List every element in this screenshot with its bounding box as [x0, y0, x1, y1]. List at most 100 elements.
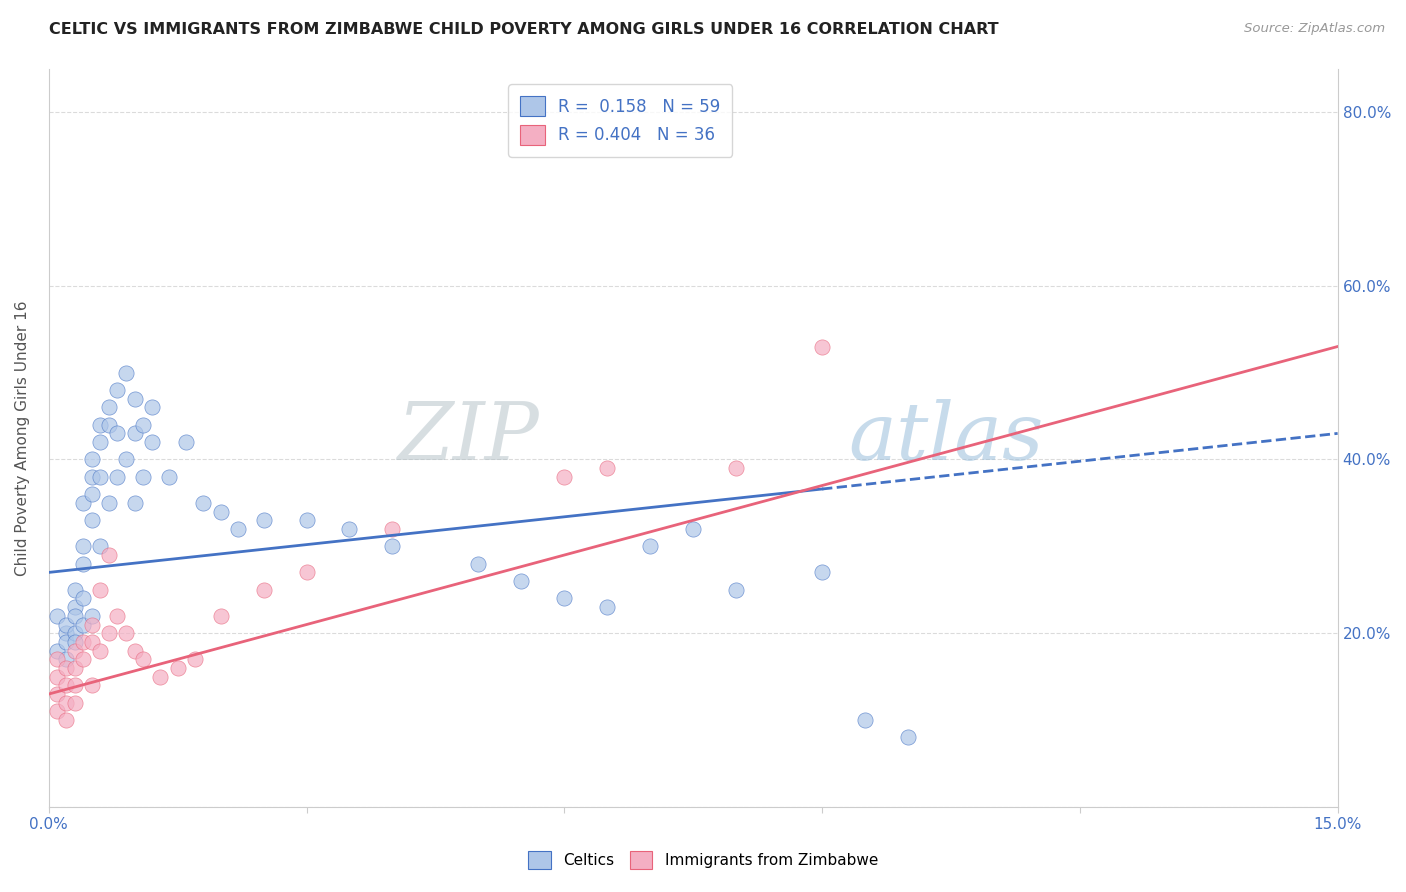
- Point: [811, 339, 834, 353]
- Point: [553, 591, 575, 606]
- Point: [80, 608, 103, 623]
- Point: [596, 461, 619, 475]
- Point: [510, 574, 533, 588]
- Point: [209, 608, 232, 623]
- Point: [63, 608, 86, 623]
- Point: [132, 417, 155, 432]
- Point: [89, 435, 111, 450]
- Point: [97, 626, 120, 640]
- Point: [63, 678, 86, 692]
- Point: [295, 513, 318, 527]
- Point: [97, 401, 120, 415]
- Point: [55, 617, 77, 632]
- Legend: R =  0.158   N = 59, R = 0.404   N = 36: R = 0.158 N = 59, R = 0.404 N = 36: [508, 84, 733, 157]
- Point: [89, 582, 111, 597]
- Point: [157, 470, 180, 484]
- Text: atlas: atlas: [848, 399, 1043, 476]
- Point: [63, 582, 86, 597]
- Point: [811, 566, 834, 580]
- Point: [97, 417, 120, 432]
- Point: [193, 496, 215, 510]
- Point: [226, 522, 249, 536]
- Point: [72, 496, 94, 510]
- Point: [63, 661, 86, 675]
- Point: [553, 470, 575, 484]
- Point: [124, 392, 146, 406]
- Point: [46, 670, 69, 684]
- Point: [80, 452, 103, 467]
- Point: [97, 548, 120, 562]
- Point: [46, 652, 69, 666]
- Point: [55, 635, 77, 649]
- Point: [89, 643, 111, 657]
- Point: [72, 557, 94, 571]
- Point: [381, 539, 404, 553]
- Point: [72, 652, 94, 666]
- Point: [80, 470, 103, 484]
- Text: Source: ZipAtlas.com: Source: ZipAtlas.com: [1244, 22, 1385, 36]
- Point: [596, 600, 619, 615]
- Point: [252, 513, 274, 527]
- Point: [467, 557, 489, 571]
- Point: [63, 696, 86, 710]
- Point: [46, 643, 69, 657]
- Point: [174, 435, 197, 450]
- Point: [132, 652, 155, 666]
- Point: [107, 470, 129, 484]
- Point: [381, 522, 404, 536]
- Text: ZIP: ZIP: [396, 399, 538, 476]
- Point: [97, 496, 120, 510]
- Point: [55, 696, 77, 710]
- Point: [725, 582, 748, 597]
- Point: [124, 496, 146, 510]
- Point: [63, 635, 86, 649]
- Point: [55, 661, 77, 675]
- Point: [72, 591, 94, 606]
- Point: [63, 600, 86, 615]
- Point: [107, 383, 129, 397]
- Point: [72, 617, 94, 632]
- Point: [55, 713, 77, 727]
- Point: [89, 539, 111, 553]
- Point: [63, 643, 86, 657]
- Point: [209, 505, 232, 519]
- Point: [55, 652, 77, 666]
- Point: [141, 401, 163, 415]
- Point: [897, 731, 920, 745]
- Point: [149, 670, 172, 684]
- Point: [295, 566, 318, 580]
- Point: [107, 608, 129, 623]
- Point: [46, 705, 69, 719]
- Point: [46, 608, 69, 623]
- Point: [80, 487, 103, 501]
- Point: [132, 470, 155, 484]
- Point: [853, 713, 876, 727]
- Point: [115, 452, 138, 467]
- Point: [124, 643, 146, 657]
- Point: [166, 661, 188, 675]
- Point: [55, 626, 77, 640]
- Point: [72, 539, 94, 553]
- Point: [72, 635, 94, 649]
- Point: [252, 582, 274, 597]
- Point: [682, 522, 704, 536]
- Point: [80, 678, 103, 692]
- Y-axis label: Child Poverty Among Girls Under 16: Child Poverty Among Girls Under 16: [15, 300, 30, 575]
- Point: [63, 626, 86, 640]
- Point: [115, 366, 138, 380]
- Point: [55, 678, 77, 692]
- Point: [80, 617, 103, 632]
- Point: [141, 435, 163, 450]
- Point: [89, 470, 111, 484]
- Point: [46, 687, 69, 701]
- Point: [80, 513, 103, 527]
- Point: [638, 539, 661, 553]
- Legend: Celtics, Immigrants from Zimbabwe: Celtics, Immigrants from Zimbabwe: [522, 845, 884, 875]
- Text: CELTIC VS IMMIGRANTS FROM ZIMBABWE CHILD POVERTY AMONG GIRLS UNDER 16 CORRELATIO: CELTIC VS IMMIGRANTS FROM ZIMBABWE CHILD…: [49, 22, 998, 37]
- Point: [184, 652, 207, 666]
- Point: [80, 635, 103, 649]
- Point: [124, 426, 146, 441]
- Point: [339, 522, 361, 536]
- Point: [89, 417, 111, 432]
- Point: [115, 626, 138, 640]
